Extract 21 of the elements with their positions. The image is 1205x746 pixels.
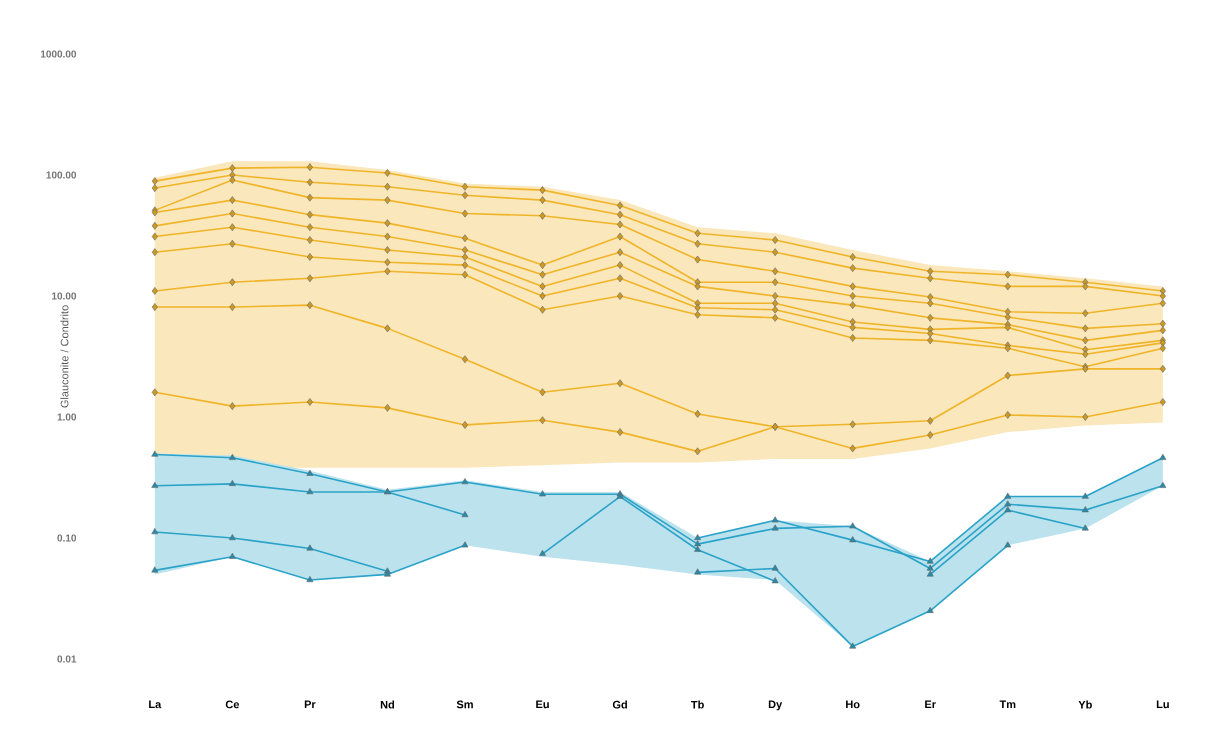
x-tick-label: Gd [612,700,627,709]
x-tick-label: Lu [1156,700,1169,709]
x-tick-label: Ho [846,700,860,709]
x-tick-label: La [149,700,162,709]
x-tick-label: Eu [536,700,549,709]
y-tick-label: 1.00 [57,413,77,421]
y-tick-label: 10.00 [52,292,77,300]
x-tick-label: Tb [691,700,704,709]
y-tick-label: 100.00 [46,171,77,179]
y-axis-title: Glauconite / Condrito [60,305,69,408]
x-tick-label: Dy [768,700,783,711]
x-tick-label: Tm [999,700,1016,709]
x-tick-label: Er [925,700,936,709]
y-tick-label: 0.01 [57,655,77,663]
x-tick-label: Sm [456,700,473,709]
y-tick-label: 0.10 [57,534,77,542]
x-tick-label: Pr [304,700,316,709]
x-tick-label: Yb [1078,700,1092,709]
x-tick-label: Ce [225,700,240,709]
x-tick-label: Nd [380,700,395,709]
y-tick-label: 1000.00 [40,50,77,58]
